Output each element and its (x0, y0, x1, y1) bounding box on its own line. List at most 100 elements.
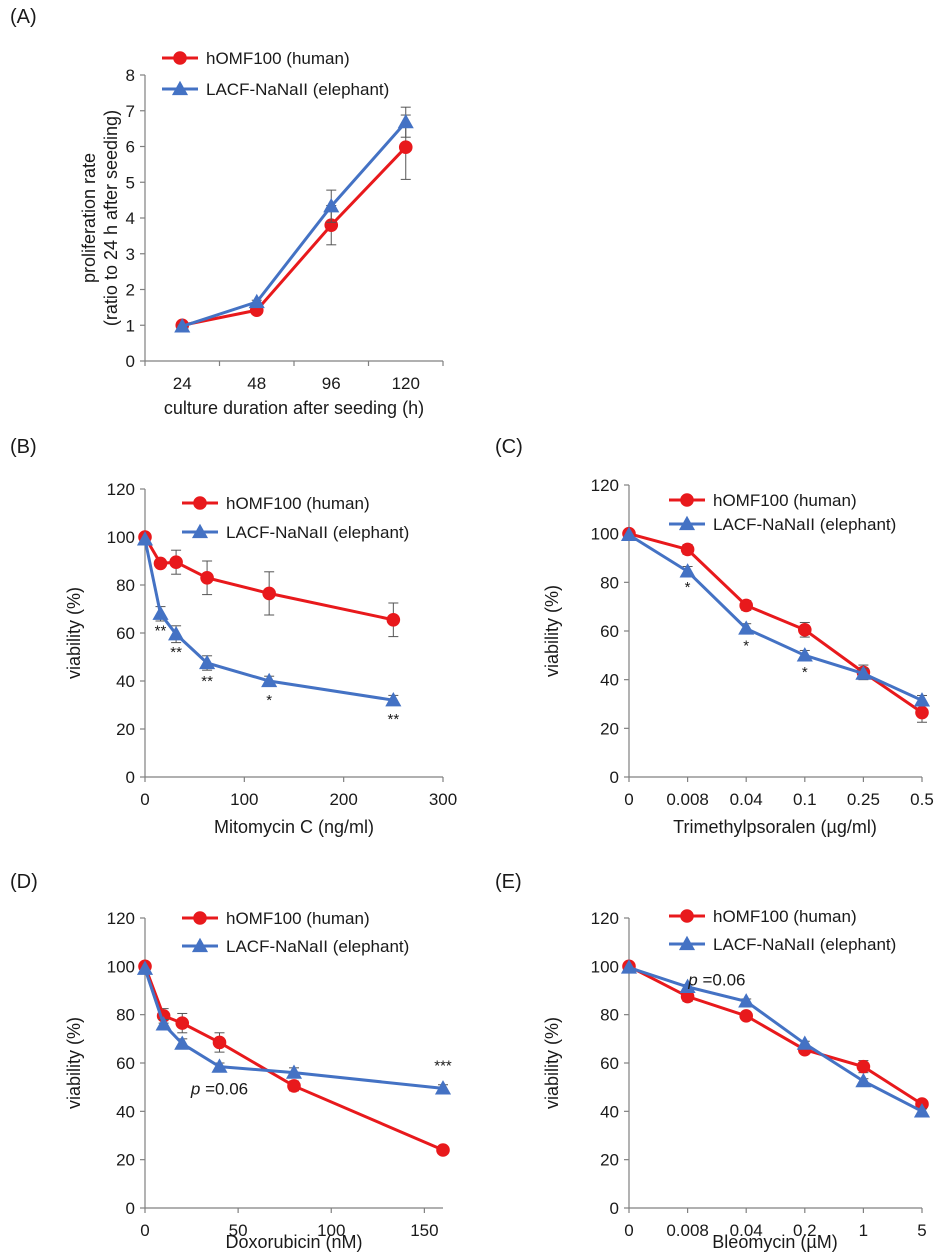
x-tick-label: 0.008 (666, 1221, 709, 1240)
data-point (739, 598, 754, 613)
significance-annotation: *** (434, 1057, 452, 1074)
y-tick-label: 0 (610, 768, 619, 787)
significance-annotation: ** (155, 622, 167, 639)
series-line (143, 968, 444, 1090)
legend-label: hOMF100 (human) (713, 491, 857, 510)
significance-annotation: ** (201, 673, 213, 690)
significance-annotation: * (266, 692, 272, 709)
y-tick-label: 0 (126, 1199, 135, 1218)
x-tick-label: 120 (392, 374, 420, 393)
legend: hOMF100 (human) LACF-NaNaII (elephant) (182, 909, 409, 956)
data-point (739, 1009, 754, 1023)
y-tick-label: 60 (116, 1054, 135, 1073)
significance-annotation: p =0.06 (687, 971, 745, 990)
x-tick-label: 300 (429, 790, 457, 809)
data-point (620, 526, 638, 541)
series-elephant (174, 106, 414, 333)
y-axis-title: (ratio to 24 h after seeding) (101, 110, 121, 326)
data-point (796, 647, 813, 662)
y-tick-label: 40 (600, 671, 619, 690)
y-tick-label: 0 (610, 1199, 619, 1218)
legend-label: LACF-NaNaII (elephant) (713, 935, 896, 954)
x-tick-label: 0.2 (793, 1221, 817, 1240)
data-point (248, 293, 265, 309)
data-point (679, 978, 696, 993)
x-axis-title: Trimethylpsoralen (µg/ml) (673, 817, 877, 837)
data-point (200, 571, 214, 585)
panel-label: (C) (495, 436, 523, 458)
y-tick-label: 120 (107, 909, 135, 928)
data-point (199, 654, 216, 670)
x-axis-title: culture duration after seeding (h) (164, 398, 424, 418)
legend-label: LACF-NaNaII (elephant) (206, 80, 389, 99)
y-tick-label: 0 (126, 352, 135, 371)
series-line (628, 533, 923, 702)
legend: hOMF100 (human) LACF-NaNaII (elephant) (182, 494, 409, 542)
data-point (212, 1035, 227, 1050)
legend-marker (678, 935, 696, 951)
legend-marker (193, 496, 207, 510)
data-point (152, 605, 169, 620)
x-tick-label: 0.04 (730, 1221, 763, 1240)
x-tick-label: 200 (329, 790, 357, 809)
x-axis-title: Bleomycin (µM) (712, 1232, 837, 1252)
significance-annotation: ** (170, 644, 182, 661)
y-tick-label: 20 (600, 719, 619, 738)
series-elephant (620, 959, 931, 1118)
data-point (436, 1143, 450, 1157)
y-tick-label: 2 (126, 281, 135, 300)
x-tick-label: 48 (247, 374, 266, 393)
series-line (143, 539, 394, 702)
data-point (798, 622, 812, 637)
series-line (143, 965, 444, 1152)
data-point (385, 691, 402, 707)
series-elephant (136, 531, 402, 707)
y-tick-label: 100 (591, 525, 619, 544)
data-point (915, 705, 929, 720)
series-elephant (136, 960, 452, 1095)
significance-annotation: p =0.06 (190, 1079, 248, 1098)
y-tick-label: 120 (591, 476, 619, 495)
x-tick-label: 5 (917, 1221, 926, 1240)
x-tick-label: 0 (624, 790, 633, 809)
y-tick-label: 6 (126, 138, 135, 157)
legend-marker (680, 493, 694, 507)
y-tick-label: 100 (107, 528, 135, 547)
legend-label: LACF-NaNaII (elephant) (226, 937, 409, 956)
panel-a: (A) 0 1 2 3 4 5 6 7 8 24 48 96 120 culture duration af… (10, 6, 444, 418)
x-axis-title: Doxorubicin (nM) (225, 1232, 362, 1252)
y-axis-title: viability (%) (64, 587, 84, 679)
data-point (855, 1072, 872, 1088)
significance-annotation: * (685, 579, 691, 596)
y-tick-label: 80 (600, 573, 619, 592)
x-tick-label: 0.04 (730, 790, 763, 809)
x-tick-label: 96 (322, 374, 341, 393)
panel-b: (B) 0 20 40 60 80 100 120 0 100 200 300 Mitomycin C … (10, 436, 457, 837)
data-point (287, 1079, 301, 1093)
data-point (155, 1016, 172, 1031)
series-line (181, 146, 407, 327)
data-point (285, 1064, 303, 1079)
x-axis-title: Mitomycin C (ng/ml) (214, 817, 374, 837)
panel-label: (E) (495, 871, 522, 893)
data-point (913, 1103, 931, 1118)
series-line (628, 965, 923, 1106)
data-point (174, 1035, 191, 1050)
data-point (386, 613, 401, 627)
panel-label: (B) (10, 436, 37, 458)
y-tick-label: 5 (126, 173, 135, 192)
data-point (620, 959, 638, 974)
data-point (261, 672, 278, 688)
x-tick-label: 0.5 (910, 790, 934, 809)
y-tick-label: 20 (116, 1151, 135, 1170)
legend-marker (680, 909, 694, 923)
y-tick-label: 60 (600, 622, 619, 641)
panel-label: (D) (10, 871, 38, 893)
data-point (679, 563, 696, 578)
data-point (856, 1059, 871, 1074)
data-point (136, 960, 154, 975)
y-tick-label: 8 (126, 66, 135, 85)
x-tick-label: 50 (229, 1221, 248, 1240)
legend-marker (171, 80, 189, 96)
series-human (138, 959, 450, 1157)
